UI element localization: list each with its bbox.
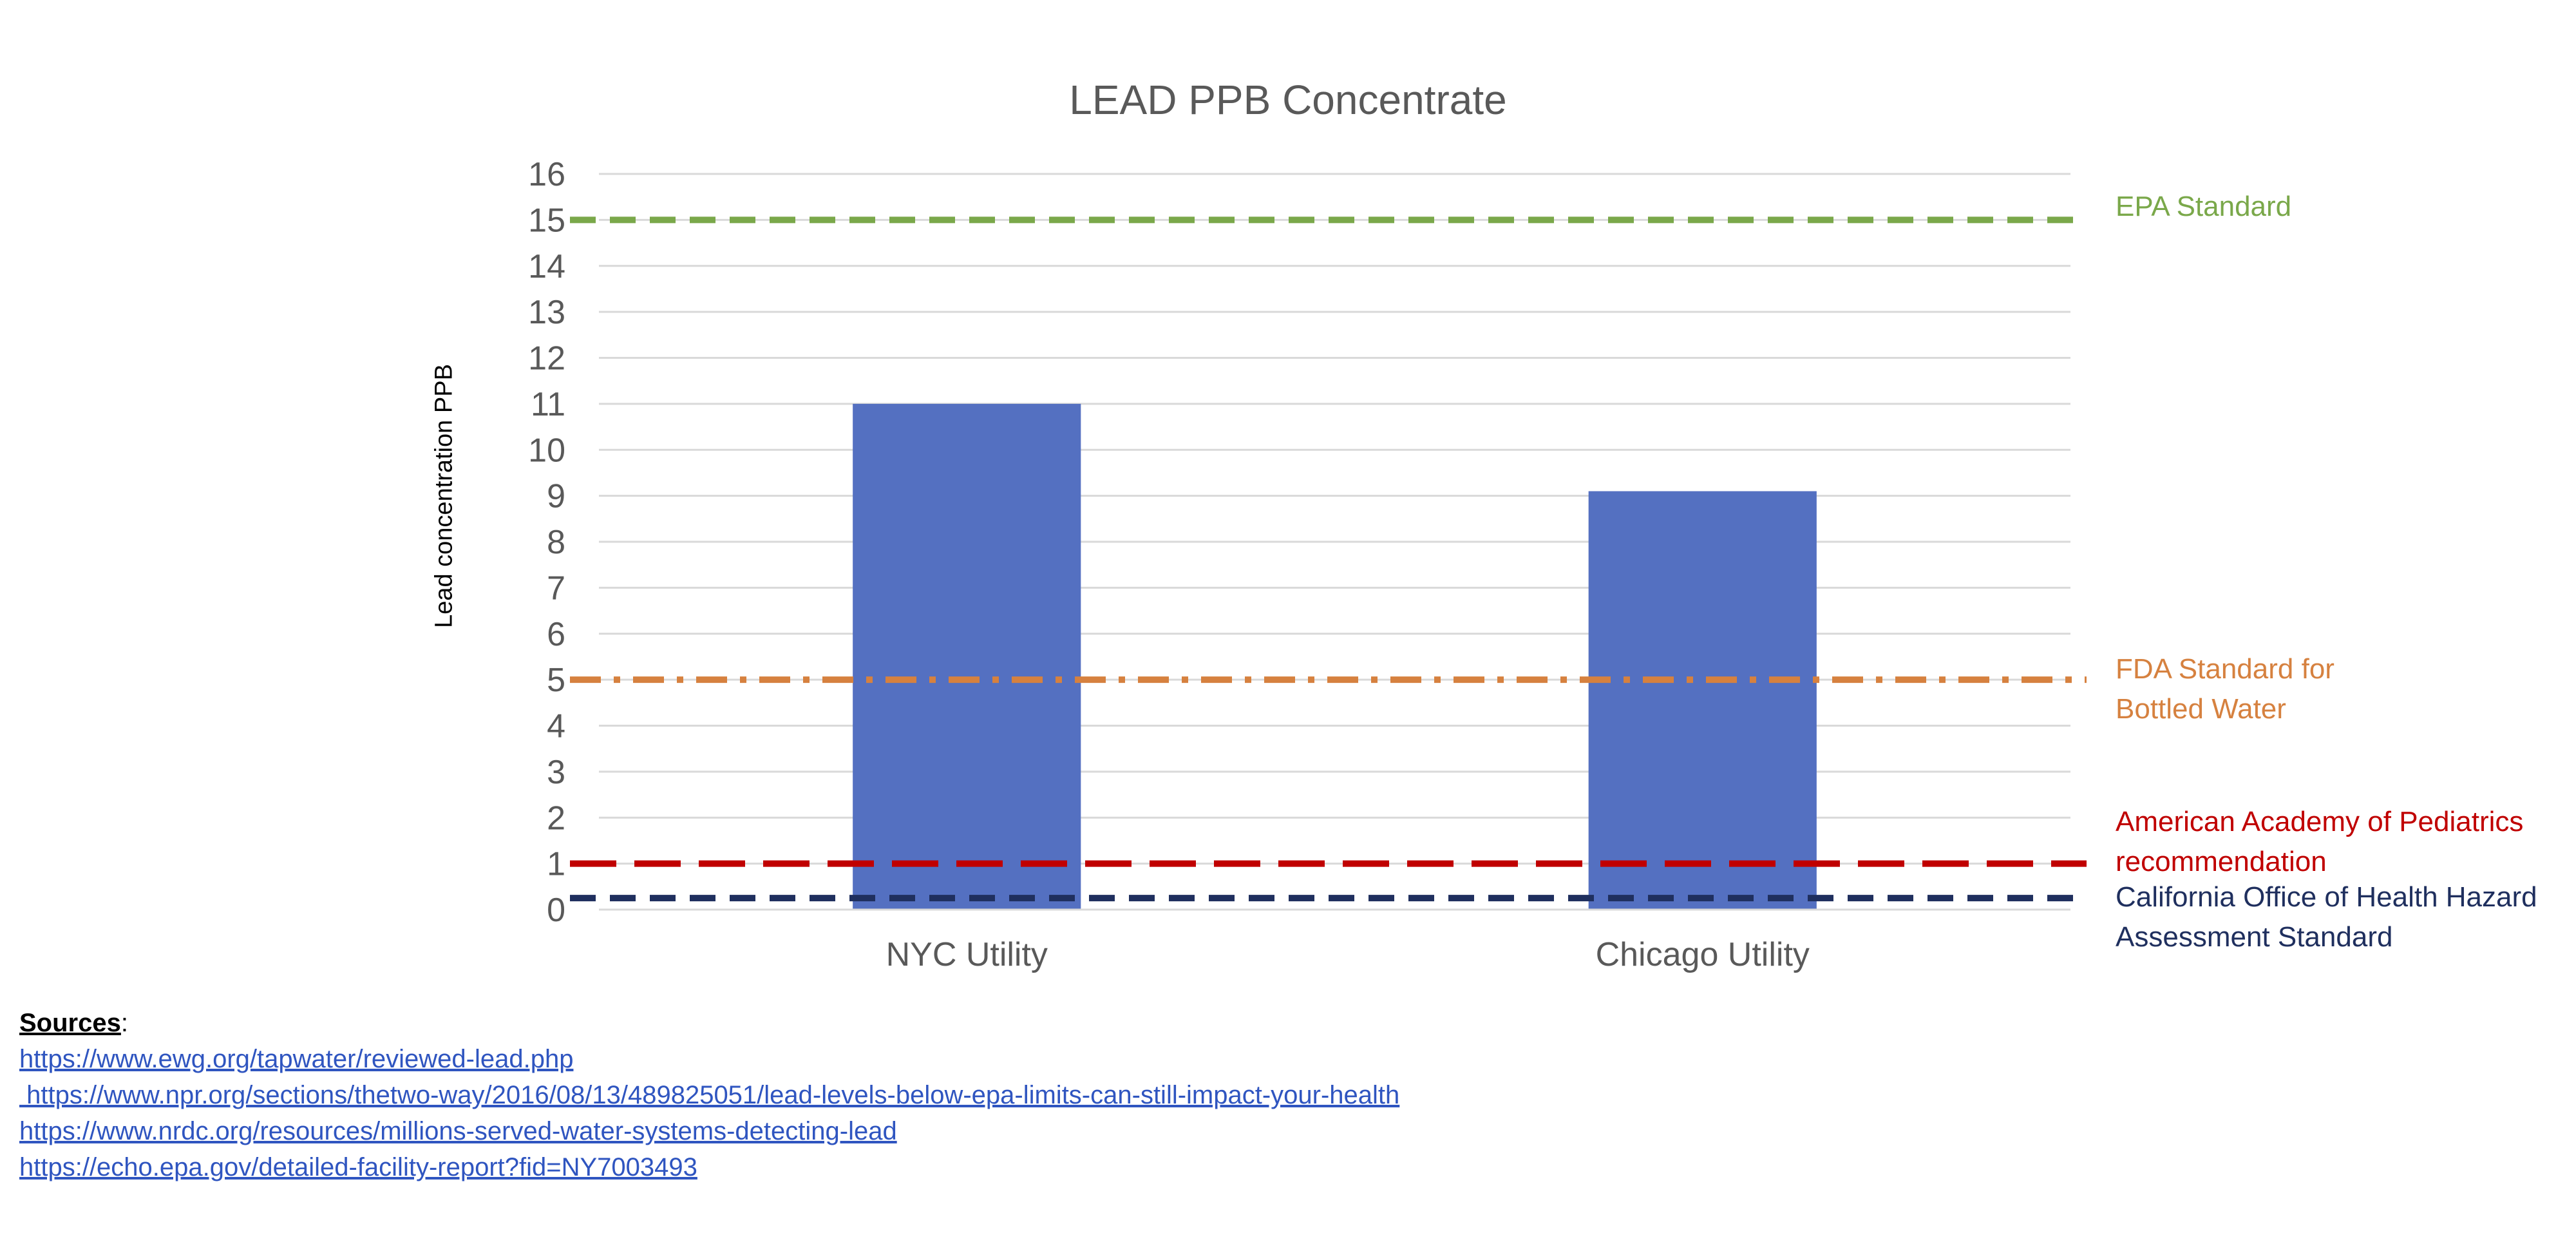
chart-area: LEAD PPB Concentrate Lead concentration … — [431, 77, 2537, 973]
y-tick-label: 11 — [531, 386, 565, 423]
california-standard-label: California Office of Health Hazard Asses… — [2116, 877, 2537, 957]
fda-standard-label-line-1: FDA Standard for — [2116, 653, 2334, 685]
y-tick-label: 9 — [547, 478, 565, 515]
sources-heading-row: Sources: — [19, 1005, 1399, 1041]
fda-standard-label: FDA Standard for Bottled Water — [2116, 649, 2334, 729]
y-tick-label: 14 — [528, 248, 565, 285]
y-tick-label: 4 — [547, 708, 565, 745]
chart-title: LEAD PPB Concentrate — [1069, 77, 1507, 123]
sources-heading-colon: : — [120, 1009, 128, 1037]
source-link-nrdc[interactable]: https://www.nrdc.org/resources/millions-… — [19, 1117, 897, 1145]
sources-heading: Sources — [19, 1009, 121, 1037]
y-tick-label: 0 — [547, 892, 565, 929]
y-tick-label: 16 — [528, 156, 565, 193]
aap-recommendation-label: American Academy of Pediatrics recommend… — [2116, 802, 2523, 882]
y-tick-label: 5 — [547, 662, 565, 699]
aap-recommendation-label-line-2: recommendation — [2116, 846, 2327, 877]
fda-standard-label-line-2: Bottled Water — [2116, 693, 2286, 725]
y-tick-label: 1 — [547, 846, 565, 883]
y-tick-label: 8 — [547, 524, 565, 561]
y-tick-label: 6 — [547, 616, 565, 653]
california-standard-label-line-1: California Office of Health Hazard — [2116, 881, 2537, 913]
y-tick-label: 7 — [547, 569, 565, 607]
y-tick-label: 10 — [528, 432, 565, 469]
source-link-epa-echo[interactable]: https://echo.epa.gov/detailed-facility-r… — [19, 1153, 697, 1181]
y-tick-label: 12 — [528, 340, 565, 377]
y-tick-label: 13 — [528, 294, 565, 331]
x-category-label: Chicago Utility — [1596, 936, 1810, 973]
x-category-label: NYC Utility — [886, 936, 1048, 973]
epa-standard-label-line: EPA Standard — [2116, 191, 2292, 222]
source-link-npr[interactable]: https://www.npr.org/sections/thetwo-way/… — [19, 1081, 1400, 1109]
california-standard-label-line-2: Assessment Standard — [2116, 921, 2393, 953]
y-tick-label: 2 — [547, 799, 565, 837]
source-link-ewg[interactable]: https://www.ewg.org/tapwater/reviewed-le… — [19, 1045, 574, 1073]
y-tick-label: 15 — [528, 202, 565, 239]
aap-recommendation-label-line-1: American Academy of Pediatrics — [2116, 806, 2524, 837]
epa-standard-label: EPA Standard — [2116, 187, 2291, 227]
sources-section: Sources: https://www.ewg.org/tapwater/re… — [19, 1005, 1399, 1185]
bar — [853, 403, 1081, 910]
bar — [1588, 491, 1817, 910]
y-tick-label: 3 — [547, 754, 565, 791]
